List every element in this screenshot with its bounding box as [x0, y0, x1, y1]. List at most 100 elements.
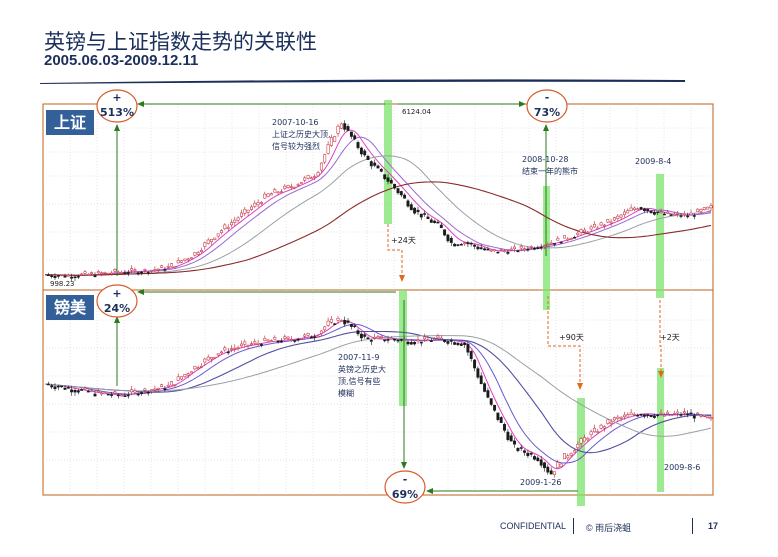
- candle-body: [573, 450, 576, 453]
- candle-body: [356, 142, 360, 149]
- candle-body: [636, 208, 640, 211]
- candle-body: [396, 188, 400, 194]
- candle-body: [83, 387, 87, 390]
- candle-body: [316, 335, 320, 338]
- gbp-panel-label-box: [46, 295, 94, 320]
- candle-body: [622, 211, 626, 215]
- candle-body: [90, 390, 94, 392]
- candle-body: [389, 338, 393, 340]
- candle-body: [453, 342, 457, 345]
- footer-copyright: © 雨后浇蛆: [586, 523, 632, 533]
- candle-body: [170, 263, 173, 267]
- candle-body: [200, 365, 203, 368]
- candle-body: [539, 459, 543, 466]
- candle-body: [266, 339, 270, 342]
- candle-body: [203, 242, 207, 247]
- candle-body: [369, 161, 373, 167]
- candle-body: [559, 241, 563, 244]
- candle-body: [702, 415, 706, 417]
- candle-body: [163, 388, 167, 390]
- candle-body: [226, 351, 230, 354]
- candle-body: [519, 447, 523, 449]
- annotation-sh-peak: 2007-10-16 上证之历史大顶, 信号较为强烈: [272, 118, 331, 151]
- candle-body: [509, 435, 513, 442]
- candle-body: [586, 437, 590, 441]
- candle-body: [662, 414, 666, 417]
- green-arrowheads: [114, 101, 549, 494]
- candle-body: [599, 222, 603, 226]
- annotation-line: 结束一年的熊市: [522, 166, 578, 176]
- candle-body: [629, 412, 633, 416]
- candle-body: [203, 358, 207, 363]
- change-value: 69%: [392, 488, 418, 501]
- candle-body: [246, 344, 250, 347]
- candle-body: [243, 341, 247, 345]
- candle-body: [606, 219, 610, 223]
- candle-body: [436, 335, 440, 339]
- candle-body: [596, 431, 600, 433]
- candle-body: [140, 392, 144, 394]
- candle-body: [236, 217, 240, 221]
- candle-body: [353, 325, 357, 328]
- change-value: 24%: [104, 302, 130, 315]
- highlight-gbp-rebound: [657, 368, 664, 492]
- candle-body: [293, 186, 297, 189]
- candle-body: [183, 258, 187, 261]
- candle-body: [536, 247, 540, 249]
- candle-body: [569, 453, 573, 456]
- candle-body: [56, 275, 60, 277]
- annotation-line: 2009-8-4: [635, 157, 671, 166]
- candle-body: [566, 455, 570, 459]
- candle-body: [416, 339, 420, 342]
- candle-body: [629, 207, 633, 212]
- candle-body: [76, 390, 80, 393]
- candle-body: [363, 334, 367, 337]
- candle-body: [539, 247, 543, 249]
- candle-body: [619, 416, 623, 419]
- candle-body: [413, 207, 417, 214]
- candle-body: [343, 319, 347, 325]
- annotation-line: 顶,信号有些: [338, 376, 381, 386]
- candle-body: [120, 394, 124, 397]
- candle-body: [632, 413, 636, 416]
- candle-body: [576, 444, 580, 448]
- candle-body: [393, 338, 397, 341]
- candle-body: [180, 260, 183, 263]
- sh-panel-label-box: [46, 110, 94, 135]
- candle-body: [359, 333, 363, 339]
- candle-body: [563, 453, 566, 460]
- candle-body: [46, 274, 50, 277]
- candle-body: [289, 186, 293, 188]
- candle-body: [553, 243, 556, 245]
- candle-body: [619, 214, 623, 218]
- candle-body: [406, 200, 410, 207]
- candle-body: [103, 271, 107, 274]
- annotation-line: 2007-10-16: [272, 118, 319, 127]
- moving-average-line: [45, 155, 712, 276]
- candle-body: [642, 414, 646, 417]
- candle-body: [403, 338, 407, 341]
- candle-body: [506, 251, 510, 254]
- candle-body: [632, 207, 636, 211]
- candle-body: [576, 232, 580, 235]
- candle-body: [486, 390, 490, 398]
- candle-body: [459, 244, 463, 246]
- candle-body: [366, 155, 370, 160]
- candle-body: [319, 330, 323, 334]
- candle-body: [656, 211, 660, 214]
- candle-body: [379, 168, 383, 172]
- candle-body: [456, 244, 460, 246]
- candle-body: [263, 338, 267, 341]
- candle-body: [706, 416, 710, 419]
- candle-body: [236, 347, 240, 349]
- candle-body: [60, 385, 64, 388]
- candle-body: [143, 269, 147, 271]
- candle-body: [96, 271, 100, 274]
- candle-body: [446, 234, 450, 242]
- candle-body: [186, 258, 190, 261]
- candle-body: [549, 242, 553, 245]
- candle-body: [250, 343, 253, 345]
- candle-body: [329, 137, 333, 146]
- candle-body: [353, 135, 357, 140]
